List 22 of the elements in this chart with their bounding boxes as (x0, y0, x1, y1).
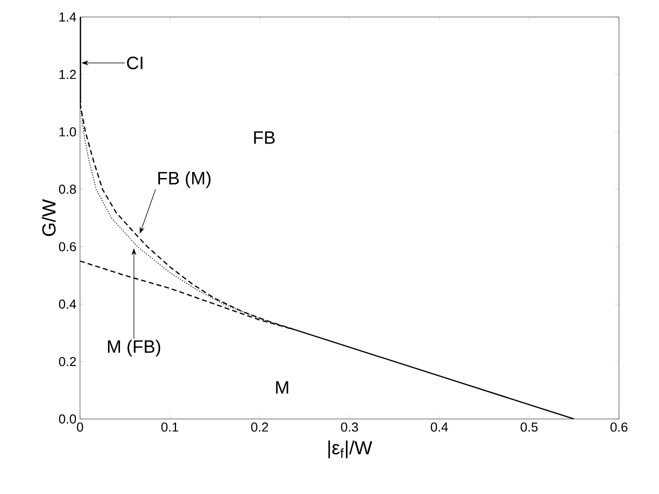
y-tick-label: 0.4 (58, 300, 76, 309)
y-axis-title: G/W (42, 199, 56, 236)
annotation: M (FB) (108, 340, 160, 356)
y-tick-label: 0.6 (58, 242, 76, 252)
x-axis-title: |ε$_{f}$|/W (328, 440, 372, 458)
annotation: FB (M) (158, 171, 210, 188)
x-tick-label: 0.6 (610, 422, 628, 432)
annotation: FB (254, 131, 275, 144)
x-tick-label: 0.4 (430, 422, 448, 432)
annotation: CI (127, 56, 142, 70)
y-tick-label: 0.8 (58, 184, 76, 194)
x-tick-label: 0.2 (251, 422, 268, 432)
y-tick-label: 0.2 (58, 356, 76, 366)
x-tick-label: 0 (76, 422, 84, 432)
annotation: M (276, 381, 288, 394)
y-tick-label: 1.4 (59, 12, 76, 22)
x-tick-label: 0.1 (161, 422, 178, 432)
y-tick-label: 0.0 (58, 414, 76, 424)
x-tick-label: 0.5 (520, 422, 538, 432)
x-tick-label: 0.3 (341, 422, 358, 432)
y-tick-label: 1.0 (59, 127, 76, 136)
y-tick-label: 1.2 (59, 70, 76, 79)
